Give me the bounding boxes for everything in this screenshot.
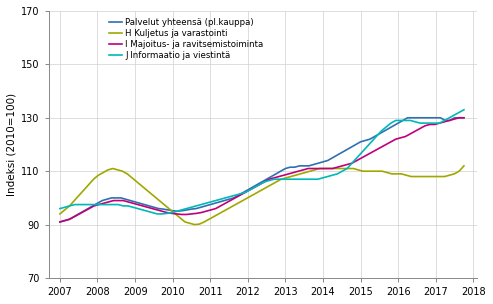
I Majoitus- ja ravitsemistoiminta bbox=[383, 143, 389, 146]
J Informaatio ja viestintä bbox=[154, 212, 160, 216]
J Informaatio ja viestintä bbox=[242, 191, 248, 194]
Palvelut yhteensä (pl.kauppa) bbox=[175, 209, 180, 213]
Palvelut yhteensä (pl.kauppa) bbox=[405, 116, 411, 119]
H Kuljetus ja varastointi bbox=[264, 185, 270, 189]
I Majoitus- ja ravitsemistoiminta bbox=[81, 209, 87, 213]
Palvelut yhteensä (pl.kauppa) bbox=[57, 220, 63, 224]
I Majoitus- ja ravitsemistoiminta bbox=[256, 183, 262, 186]
J Informaatio ja viestintä bbox=[81, 203, 87, 206]
H Kuljetus ja varastointi bbox=[442, 175, 448, 178]
Line: J Informaatio ja viestintä: J Informaatio ja viestintä bbox=[60, 110, 464, 214]
J Informaatio ja viestintä bbox=[261, 180, 267, 184]
H Kuljetus ja varastointi bbox=[192, 223, 198, 226]
H Kuljetus ja varastointi bbox=[201, 220, 207, 224]
H Kuljetus ja varastointi bbox=[182, 220, 188, 224]
Legend: Palvelut yhteensä (pl.kauppa), H Kuljetus ja varastointi, I Majoitus- ja ravitse: Palvelut yhteensä (pl.kauppa), H Kuljetu… bbox=[108, 18, 263, 60]
I Majoitus- ja ravitsemistoiminta bbox=[62, 219, 68, 223]
Line: Palvelut yhteensä (pl.kauppa): Palvelut yhteensä (pl.kauppa) bbox=[60, 118, 464, 222]
I Majoitus- ja ravitsemistoiminta bbox=[456, 116, 462, 119]
Line: H Kuljetus ja varastointi: H Kuljetus ja varastointi bbox=[60, 166, 464, 225]
I Majoitus- ja ravitsemistoiminta bbox=[364, 153, 370, 157]
Palvelut yhteensä (pl.kauppa) bbox=[386, 127, 392, 130]
Palvelut yhteensä (pl.kauppa) bbox=[146, 204, 152, 208]
I Majoitus- ja ravitsemistoiminta bbox=[461, 116, 467, 119]
J Informaatio ja viestintä bbox=[388, 121, 394, 125]
J Informaatio ja viestintä bbox=[368, 140, 374, 143]
I Majoitus- ja ravitsemistoiminta bbox=[237, 193, 243, 197]
H Kuljetus ja varastointi bbox=[57, 212, 63, 216]
Palvelut yhteensä (pl.kauppa) bbox=[226, 197, 232, 201]
Line: I Majoitus- ja ravitsemistoiminta: I Majoitus- ja ravitsemistoiminta bbox=[60, 118, 464, 222]
J Informaatio ja viestintä bbox=[57, 207, 63, 210]
J Informaatio ja viestintä bbox=[461, 108, 467, 112]
I Majoitus- ja ravitsemistoiminta bbox=[57, 220, 63, 224]
J Informaatio ja viestintä bbox=[62, 206, 68, 209]
H Kuljetus ja varastointi bbox=[461, 164, 467, 168]
Palvelut yhteensä (pl.kauppa) bbox=[123, 197, 129, 201]
Palvelut yhteensä (pl.kauppa) bbox=[259, 180, 265, 184]
H Kuljetus ja varastointi bbox=[124, 172, 130, 176]
H Kuljetus ja varastointi bbox=[177, 216, 183, 220]
Palvelut yhteensä (pl.kauppa) bbox=[461, 116, 467, 119]
Y-axis label: Indeksi (2010=100): Indeksi (2010=100) bbox=[7, 93, 17, 196]
